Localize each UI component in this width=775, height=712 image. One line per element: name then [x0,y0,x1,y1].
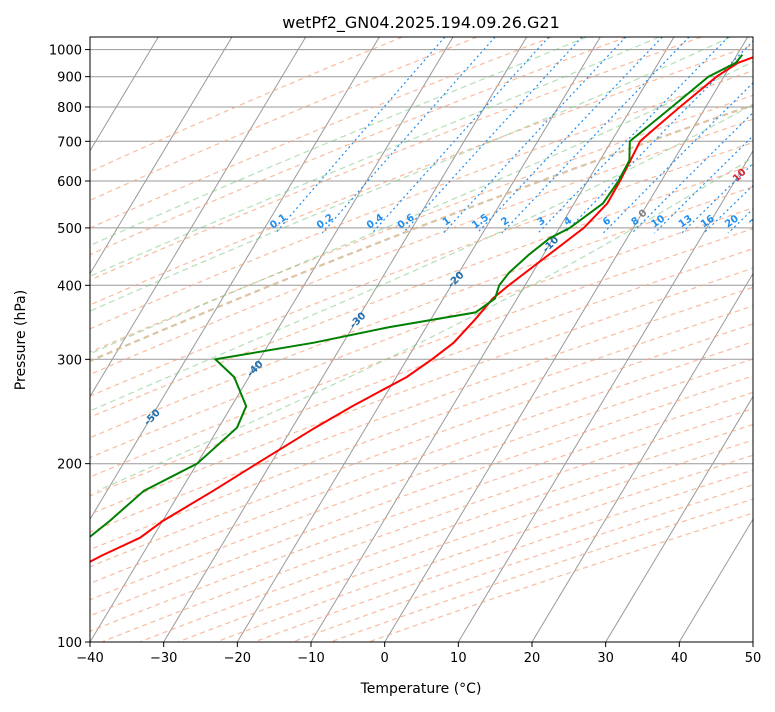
isotherm-line [458,37,775,642]
x-tick-label: 40 [671,651,688,666]
chart-title: wetPf2_GN04.2025.194.09.26.G21 [282,13,560,33]
dry-adiabat-line [0,37,775,642]
mixing-ratio-line [322,37,495,233]
x-axis-label: Temperature (°C) [360,681,482,697]
dry-adiabat-line [0,37,775,642]
dry-adiabat-line [0,37,775,642]
dry-adiabat-line [0,37,775,642]
moist-adiabat-line [0,37,775,491]
x-tick-label: 10 [450,651,467,666]
y-tick-label: 800 [57,101,82,116]
x-tick-label: −10 [297,651,324,666]
y-tick-label: 100 [57,636,82,651]
dry-adiabat-line [0,37,775,642]
dry-adiabat-line [0,37,775,642]
x-tick-label: −40 [76,651,103,666]
dry-adiabat-label: -30 [348,310,369,331]
isotherm-line [164,37,527,642]
dry-adiabat-label: -20 [446,270,467,291]
y-tick-label: 200 [57,458,82,473]
dry-adiabat-line [292,37,775,642]
mixing-ratio-line [704,37,775,233]
mixing-ratio-line [403,37,582,233]
profile-lines [0,55,760,642]
dry-adiabat-line [0,37,775,642]
dry-adiabat-line [0,37,775,642]
y-tick-label: 900 [57,71,82,86]
y-tick-label: 700 [57,135,82,150]
x-tick-label: −30 [150,651,177,666]
moist-adiabat-lines [0,37,775,491]
temperature-profile-line [0,55,760,642]
x-tick-label: 50 [745,651,762,666]
y-tick-label: 300 [57,353,82,368]
x-tick-label: 0 [381,651,389,666]
y-axis-ticks: 100 200 300 400 500 600 700 800 900 1000 [49,44,90,651]
dry-adiabat-line [0,37,775,642]
dry-adiabat-lines [0,37,775,642]
x-axis-ticks: −40 −30 −20 −10 0 10 20 30 40 50 [76,642,761,666]
mixing-ratio-line [655,37,775,233]
dry-adiabat-label: 10 [731,167,749,185]
isotherm-line [0,37,11,642]
dry-adiabat-line [0,37,775,642]
isotherm-line [606,37,775,642]
dry-adiabat-label: -40 [245,359,266,380]
dry-adiabat-line [0,37,775,642]
mixing-ratio-label: 1 [441,215,453,228]
dry-adiabat-line [0,37,775,642]
y-axis-label: Pressure (hPa) [13,290,29,390]
moist-adiabat-line [0,37,659,491]
dry-adiabat-line [0,37,775,642]
dewpoint-profile-line [0,55,742,642]
adiabat-labels: 0.10.20.40.611.52346810131620253036-100-… [0,69,775,656]
mixing-ratio-lines [276,37,775,233]
y-tick-label: 400 [57,279,82,294]
mixing-ratio-line [276,37,445,233]
y-tick-label: 600 [57,175,82,190]
y-tick-label: 500 [57,222,82,237]
moist-adiabat-line [0,37,775,491]
dry-adiabat-line [0,37,402,642]
moist-adiabat-line [0,37,731,491]
dry-adiabat-line [216,37,775,642]
isotherm-line [90,37,453,642]
dry-adiabat-line [0,37,477,642]
x-tick-label: 20 [524,651,541,666]
mixing-ratio-line [502,37,689,233]
dry-adiabat-label: -50 [142,407,163,428]
mixing-ratio-label: 0.2 [315,212,336,231]
x-tick-label: 30 [597,651,614,666]
dry-adiabat-line [0,37,627,642]
isotherm-line [0,37,306,642]
dry-adiabat-line [0,37,775,642]
mixing-ratio-label: 0.1 [268,212,289,231]
dry-adiabat-line [0,37,775,642]
dry-adiabat-line [0,37,775,642]
mixing-ratio-line [753,37,775,233]
dry-adiabat-line [0,37,701,642]
mixing-ratio-label: 30 [768,213,775,230]
mixing-ratio-line [372,37,549,233]
moist-adiabat-line [0,37,587,491]
x-tick-label: −20 [224,651,251,666]
y-tick-label: 1000 [49,44,82,59]
reference-adiabat-line [0,37,775,642]
mixing-ratio-line [632,37,775,233]
dry-adiabat-line [0,37,552,642]
isotherm-line [753,37,775,642]
isotherm-lines [0,37,775,642]
mixing-ratio-label: 2 [499,215,511,228]
isotherm-line [237,37,600,642]
dry-adiabat-line [331,37,775,642]
isotherm-line [0,37,232,642]
mixing-ratio-label: 3 [536,215,548,228]
mixing-ratio-label: 6 [601,215,613,228]
